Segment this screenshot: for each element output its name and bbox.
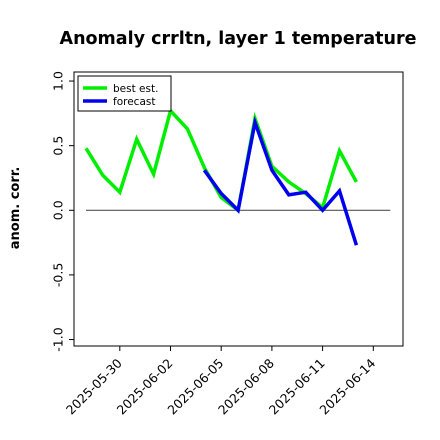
legend: best est.forecast (77, 75, 172, 112)
y-tick-label: 0.5 (51, 136, 66, 156)
y-tick-label: 0.0 (51, 200, 66, 220)
plot-frame (73, 71, 404, 347)
y-axis-label: anom. corr. (8, 167, 23, 250)
y-tick-label: 1.0 (51, 71, 66, 91)
legend-box (77, 75, 172, 112)
legend-label-2: forecast (113, 96, 155, 108)
y-tick-label: -1.0 (51, 327, 66, 351)
plot-area: -1.0-0.50.00.51.02025-05-302025-06-02202… (51, 71, 404, 417)
chart-title: Anomaly crrltn, layer 1 temperature (60, 29, 417, 49)
y-tick-label: -0.5 (51, 263, 66, 287)
series-line-2 (202, 115, 359, 246)
legend-label-1: best est. (113, 83, 158, 95)
